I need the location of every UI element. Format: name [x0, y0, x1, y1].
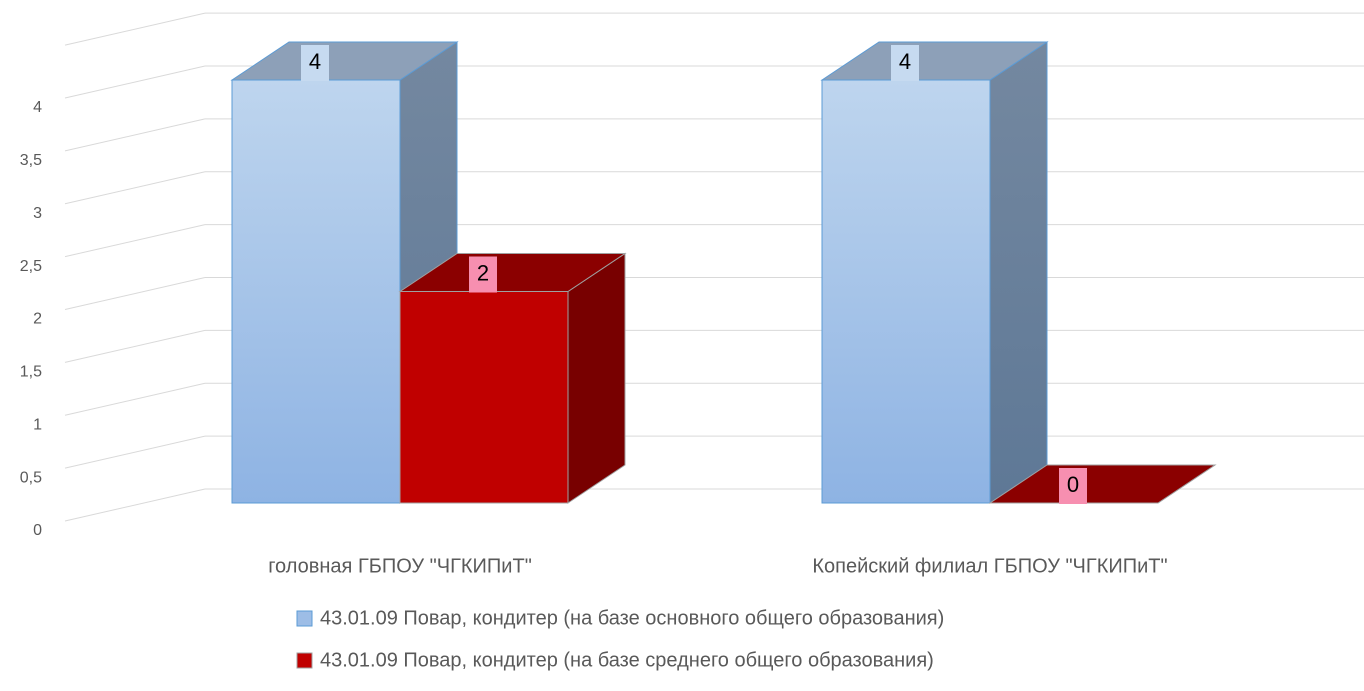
bar-top	[988, 464, 1217, 504]
y-tick-label: 3,5	[20, 152, 42, 169]
value-label: 4	[309, 49, 321, 74]
bar-side	[989, 41, 1048, 504]
value-label: 0	[1067, 472, 1079, 497]
x-tick-label: Копейский филиал ГБПОУ "ЧГКИПиТ"	[812, 555, 1167, 577]
legend-swatch	[296, 652, 313, 669]
grid-line	[64, 224, 206, 258]
value-label: 2	[477, 260, 489, 285]
y-tick-label: 2	[33, 311, 42, 328]
value-label-box	[891, 45, 919, 81]
bar	[231, 79, 401, 504]
y-tick-label: 3	[33, 205, 42, 222]
grid-line	[64, 171, 206, 205]
grid-line	[64, 435, 206, 469]
bar	[399, 291, 569, 504]
bar-group	[398, 252, 627, 504]
grid-line	[64, 488, 206, 522]
grid-line	[64, 277, 206, 310]
value-label: 4	[899, 49, 911, 74]
grid-line	[64, 382, 206, 416]
y-tick-label: 1	[33, 416, 42, 433]
wall-edge	[64, 12, 206, 46]
y-tick-label: 1,5	[20, 364, 42, 381]
grid-line	[64, 65, 206, 99]
legend-label: 43.01.09 Повар, кондитер (на базе средне…	[320, 649, 934, 671]
bar-group	[820, 41, 1049, 504]
value-label-box	[301, 45, 329, 81]
value-label-box	[1059, 468, 1087, 504]
legend-label: 43.01.09 Повар, кондитер (на базе основн…	[320, 607, 944, 629]
bar-side	[567, 252, 626, 504]
bar	[821, 79, 991, 504]
y-tick-label: 4	[33, 99, 42, 116]
y-tick-label: 0	[33, 522, 42, 539]
grid-line	[64, 329, 206, 363]
value-label-box	[469, 256, 497, 293]
grid-line	[64, 118, 206, 152]
x-tick-label: головная ГБПОУ "ЧГКИПиТ"	[268, 555, 532, 577]
bar-group	[988, 464, 1217, 504]
legend-swatch	[296, 610, 313, 627]
y-tick-label: 0,5	[20, 469, 42, 486]
y-tick-label: 2,5	[20, 258, 42, 275]
